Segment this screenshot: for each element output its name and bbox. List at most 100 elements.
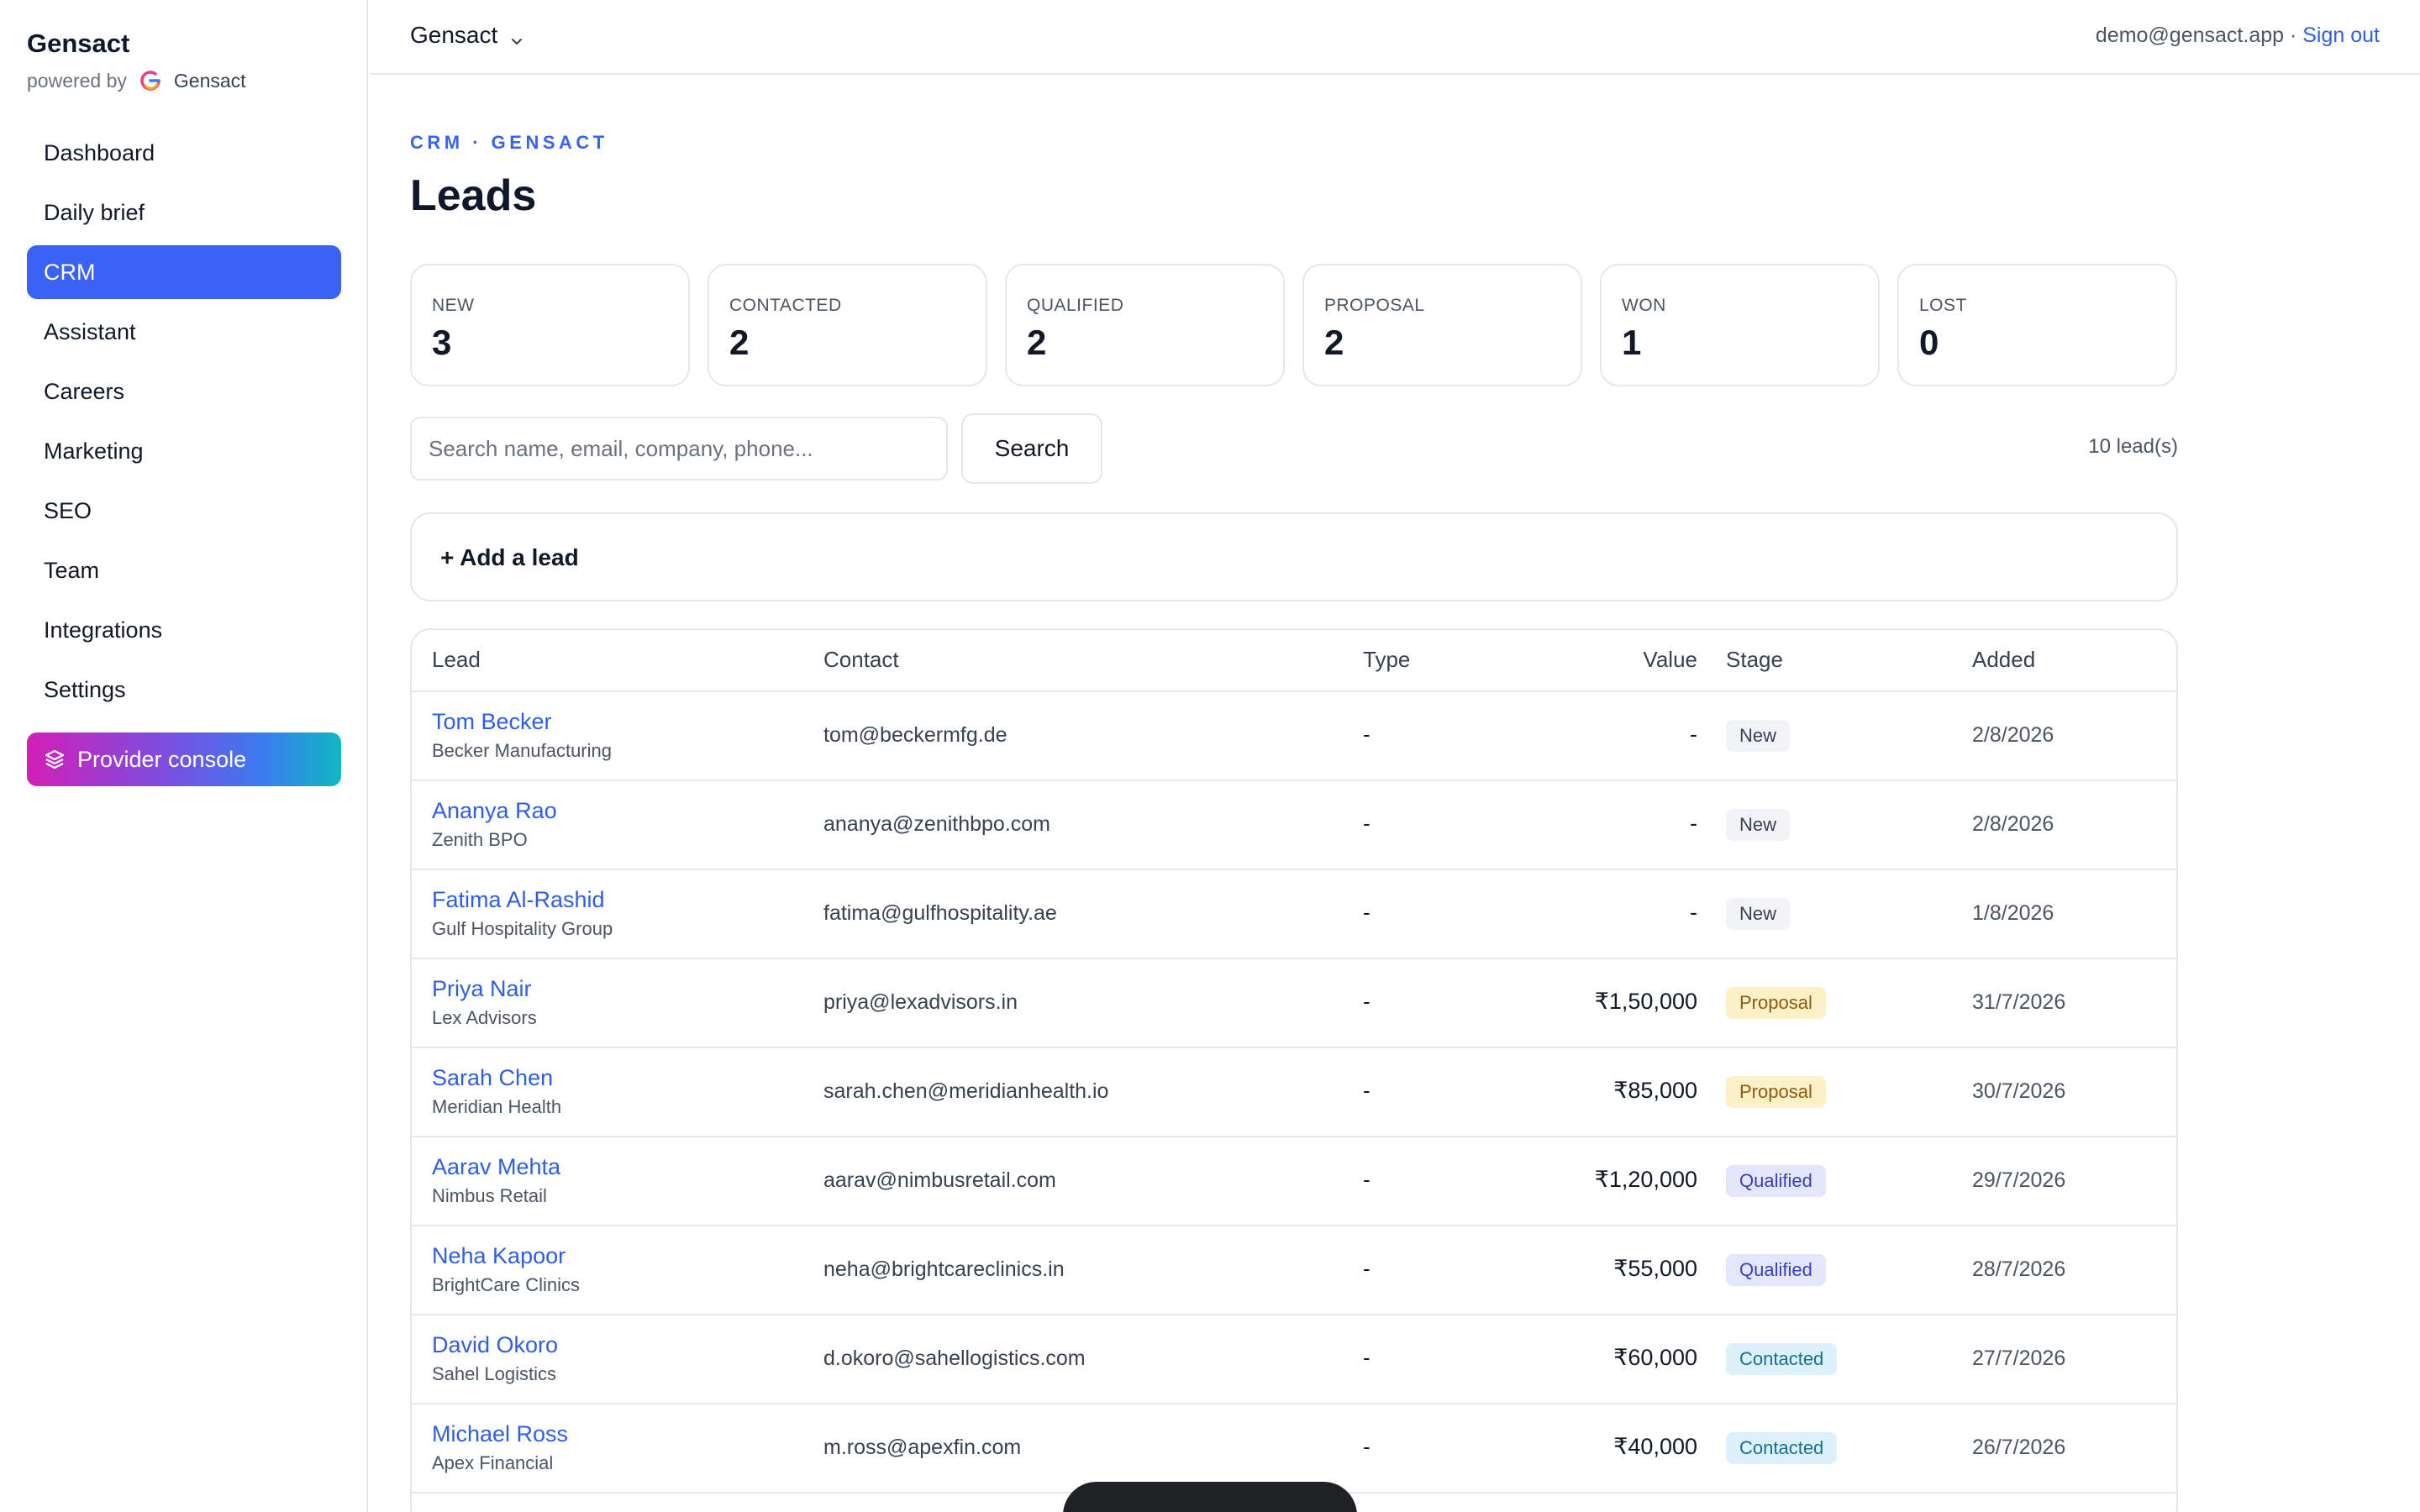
lead-value: ₹55,000 [1613,1256,1697,1281]
lead-name-link[interactable]: David Okoro [432,1332,559,1357]
lead-name-link[interactable]: Priya Nair [432,976,532,1001]
powered-by-label: powered by [27,69,127,92]
stage-stats: NEW 3 CONTACTED 2 QUALIFIED 2 PROPOSAL 2… [410,264,2178,386]
stat-value: 3 [432,323,452,362]
table-row[interactable]: Neha Kapoor BrightCare Clinics neha@bright… [412,1226,2176,1315]
stage-badge: New [1726,898,1791,930]
org-switcher[interactable]: Gensact [410,22,524,49]
lead-count: 10 lead(s) [2088,435,2178,458]
sidebar-item-seo[interactable]: SEO [44,497,92,523]
lead-name-link[interactable]: Michael Ross [432,1421,569,1446]
lead-added-date: 1/8/2026 [1972,901,2054,925]
lead-type: - [1363,722,1370,747]
table-row[interactable]: Priya Nair Lex Advisors priya@lexadvisors.… [412,959,2176,1048]
lead-type: - [1363,1167,1370,1192]
leads-table: Lead Contact Type Value Stage Added Tom … [410,628,2178,1512]
sidebar-item-marketing[interactable]: Marketing [44,438,144,464]
stat-value: 0 [1919,323,1939,362]
stat-card-new: NEW 3 [410,264,690,386]
stat-value: 2 [1324,323,1344,362]
gensact-logo-icon [139,69,162,92]
lead-value: ₹40,000 [1613,1434,1697,1459]
lead-added-date: 2/8/2026 [1972,723,2054,747]
stage-badge: Contacted [1726,1432,1838,1464]
sidebar: Gensact powered by Gensact Dashboard Dai… [0,0,368,1512]
lead-stage: New [1726,720,1791,752]
table-row[interactable]: Tom Becker Becker Manufacturing tom@becker… [412,692,2176,781]
sign-out-link[interactable]: Sign out [2302,24,2380,47]
col-header-contact: Contact [823,647,899,672]
sidebar-item-team[interactable]: Team [44,557,100,583]
lead-name-link[interactable]: Ananya Rao [432,798,557,823]
lead-type: - [1363,900,1370,925]
lead-company: Meridian Health [432,1096,562,1117]
sidebar-item-careers[interactable]: Careers [44,378,125,404]
lead-stage: Proposal [1726,1076,1826,1108]
table-row[interactable]: Sarah Chen Meridian Health sarah.chen@meri… [412,1048,2176,1137]
lead-value: - [1690,811,1697,836]
col-header-type: Type [1363,647,1411,672]
lead-type: - [1363,811,1370,836]
sidebar-nav: Dashboard Daily brief CRM Assistant Care… [27,126,341,722]
lead-stage: Qualified [1726,1254,1826,1286]
stage-badge: Proposal [1726,1076,1826,1108]
stat-label: NEW [432,296,475,315]
stat-card-proposal: PROPOSAL 2 [1302,264,1582,386]
stat-label: PROPOSAL [1324,296,1425,315]
lead-type: - [1363,1078,1370,1103]
lead-stage: New [1726,898,1791,930]
lead-name-link[interactable]: Sarah Chen [432,1065,554,1090]
lead-value: - [1690,722,1697,747]
sidebar-item-crm[interactable]: CRM [27,245,341,299]
lead-type: - [1363,1434,1370,1459]
sidebar-item-dashboard[interactable]: Dashboard [44,139,155,165]
sidebar-item-assistant[interactable]: Assistant [44,318,136,344]
lead-company: Zenith BPO [432,829,528,850]
stage-badge: Qualified [1726,1254,1826,1286]
lead-contact: sarah.chen@meridianhealth.io [823,1079,1109,1103]
lead-value: ₹85,000 [1613,1078,1697,1103]
topbar: Gensact demo@gensact.app · Sign out [370,0,2420,75]
lead-name-link[interactable]: Tom Becker [432,709,552,734]
chevron-down-icon [509,28,524,45]
lead-value: - [1690,900,1697,925]
search-button[interactable]: Search [961,413,1102,484]
lead-stage: Qualified [1726,1165,1826,1197]
powered-by-name: Gensact [173,69,246,92]
stage-badge: New [1726,720,1791,752]
table-row[interactable]: Fatima Al-Rashid Gulf Hospitality Group fa… [412,870,2176,959]
user-email: demo@gensact.app [2095,24,2285,47]
add-lead-toggle[interactable]: + Add a lead [410,512,2178,601]
provider-console-button[interactable]: Provider console [27,732,341,786]
lead-company: Apex Financial [432,1452,554,1473]
search-input[interactable] [410,417,948,480]
lead-contact: tom@beckermfg.de [823,723,1007,747]
sidebar-item-daily-brief[interactable]: Daily brief [44,199,145,225]
lead-name-link[interactable]: Aarav Mehta [432,1154,561,1179]
table-row[interactable]: Michael Ross Apex Financial m.ross@apexfin… [412,1404,2176,1494]
add-lead-label: + Add a lead [440,544,579,570]
sidebar-item-integrations[interactable]: Integrations [44,617,163,643]
lead-added-date: 28/7/2026 [1972,1257,2066,1281]
lead-name-link[interactable]: Fatima Al-Rashid [432,887,605,912]
provider-console-label: Provider console [77,746,247,772]
sidebar-item-settings[interactable]: Settings [44,676,126,702]
stat-value: 2 [729,323,750,362]
lead-stage: Proposal [1726,987,1826,1019]
stage-badge: Qualified [1726,1165,1826,1197]
lead-company: Lex Advisors [432,1007,537,1028]
lead-contact: aarav@nimbusretail.com [823,1168,1056,1192]
lead-company: Sahel Logistics [432,1363,556,1384]
table-row[interactable]: David Okoro Sahel Logistics d.okoro@sahell… [412,1315,2176,1404]
stat-value: 1 [1622,323,1642,362]
user-area: demo@gensact.app · Sign out [2096,24,2380,48]
floating-toolbar[interactable] [1063,1482,1357,1512]
col-header-lead: Lead [432,647,481,672]
lead-value: ₹1,20,000 [1594,1167,1697,1192]
table-row[interactable]: Aarav Mehta Nimbus Retail aarav@nimbusreta… [412,1137,2176,1226]
col-header-value: Value [1643,647,1697,672]
stage-badge: Proposal [1726,987,1826,1019]
brand-title: Gensact [27,29,130,58]
lead-name-link[interactable]: Neha Kapoor [432,1243,566,1268]
table-row[interactable]: Ananya Rao Zenith BPO ananya@zenithbpo.com… [412,781,2176,870]
